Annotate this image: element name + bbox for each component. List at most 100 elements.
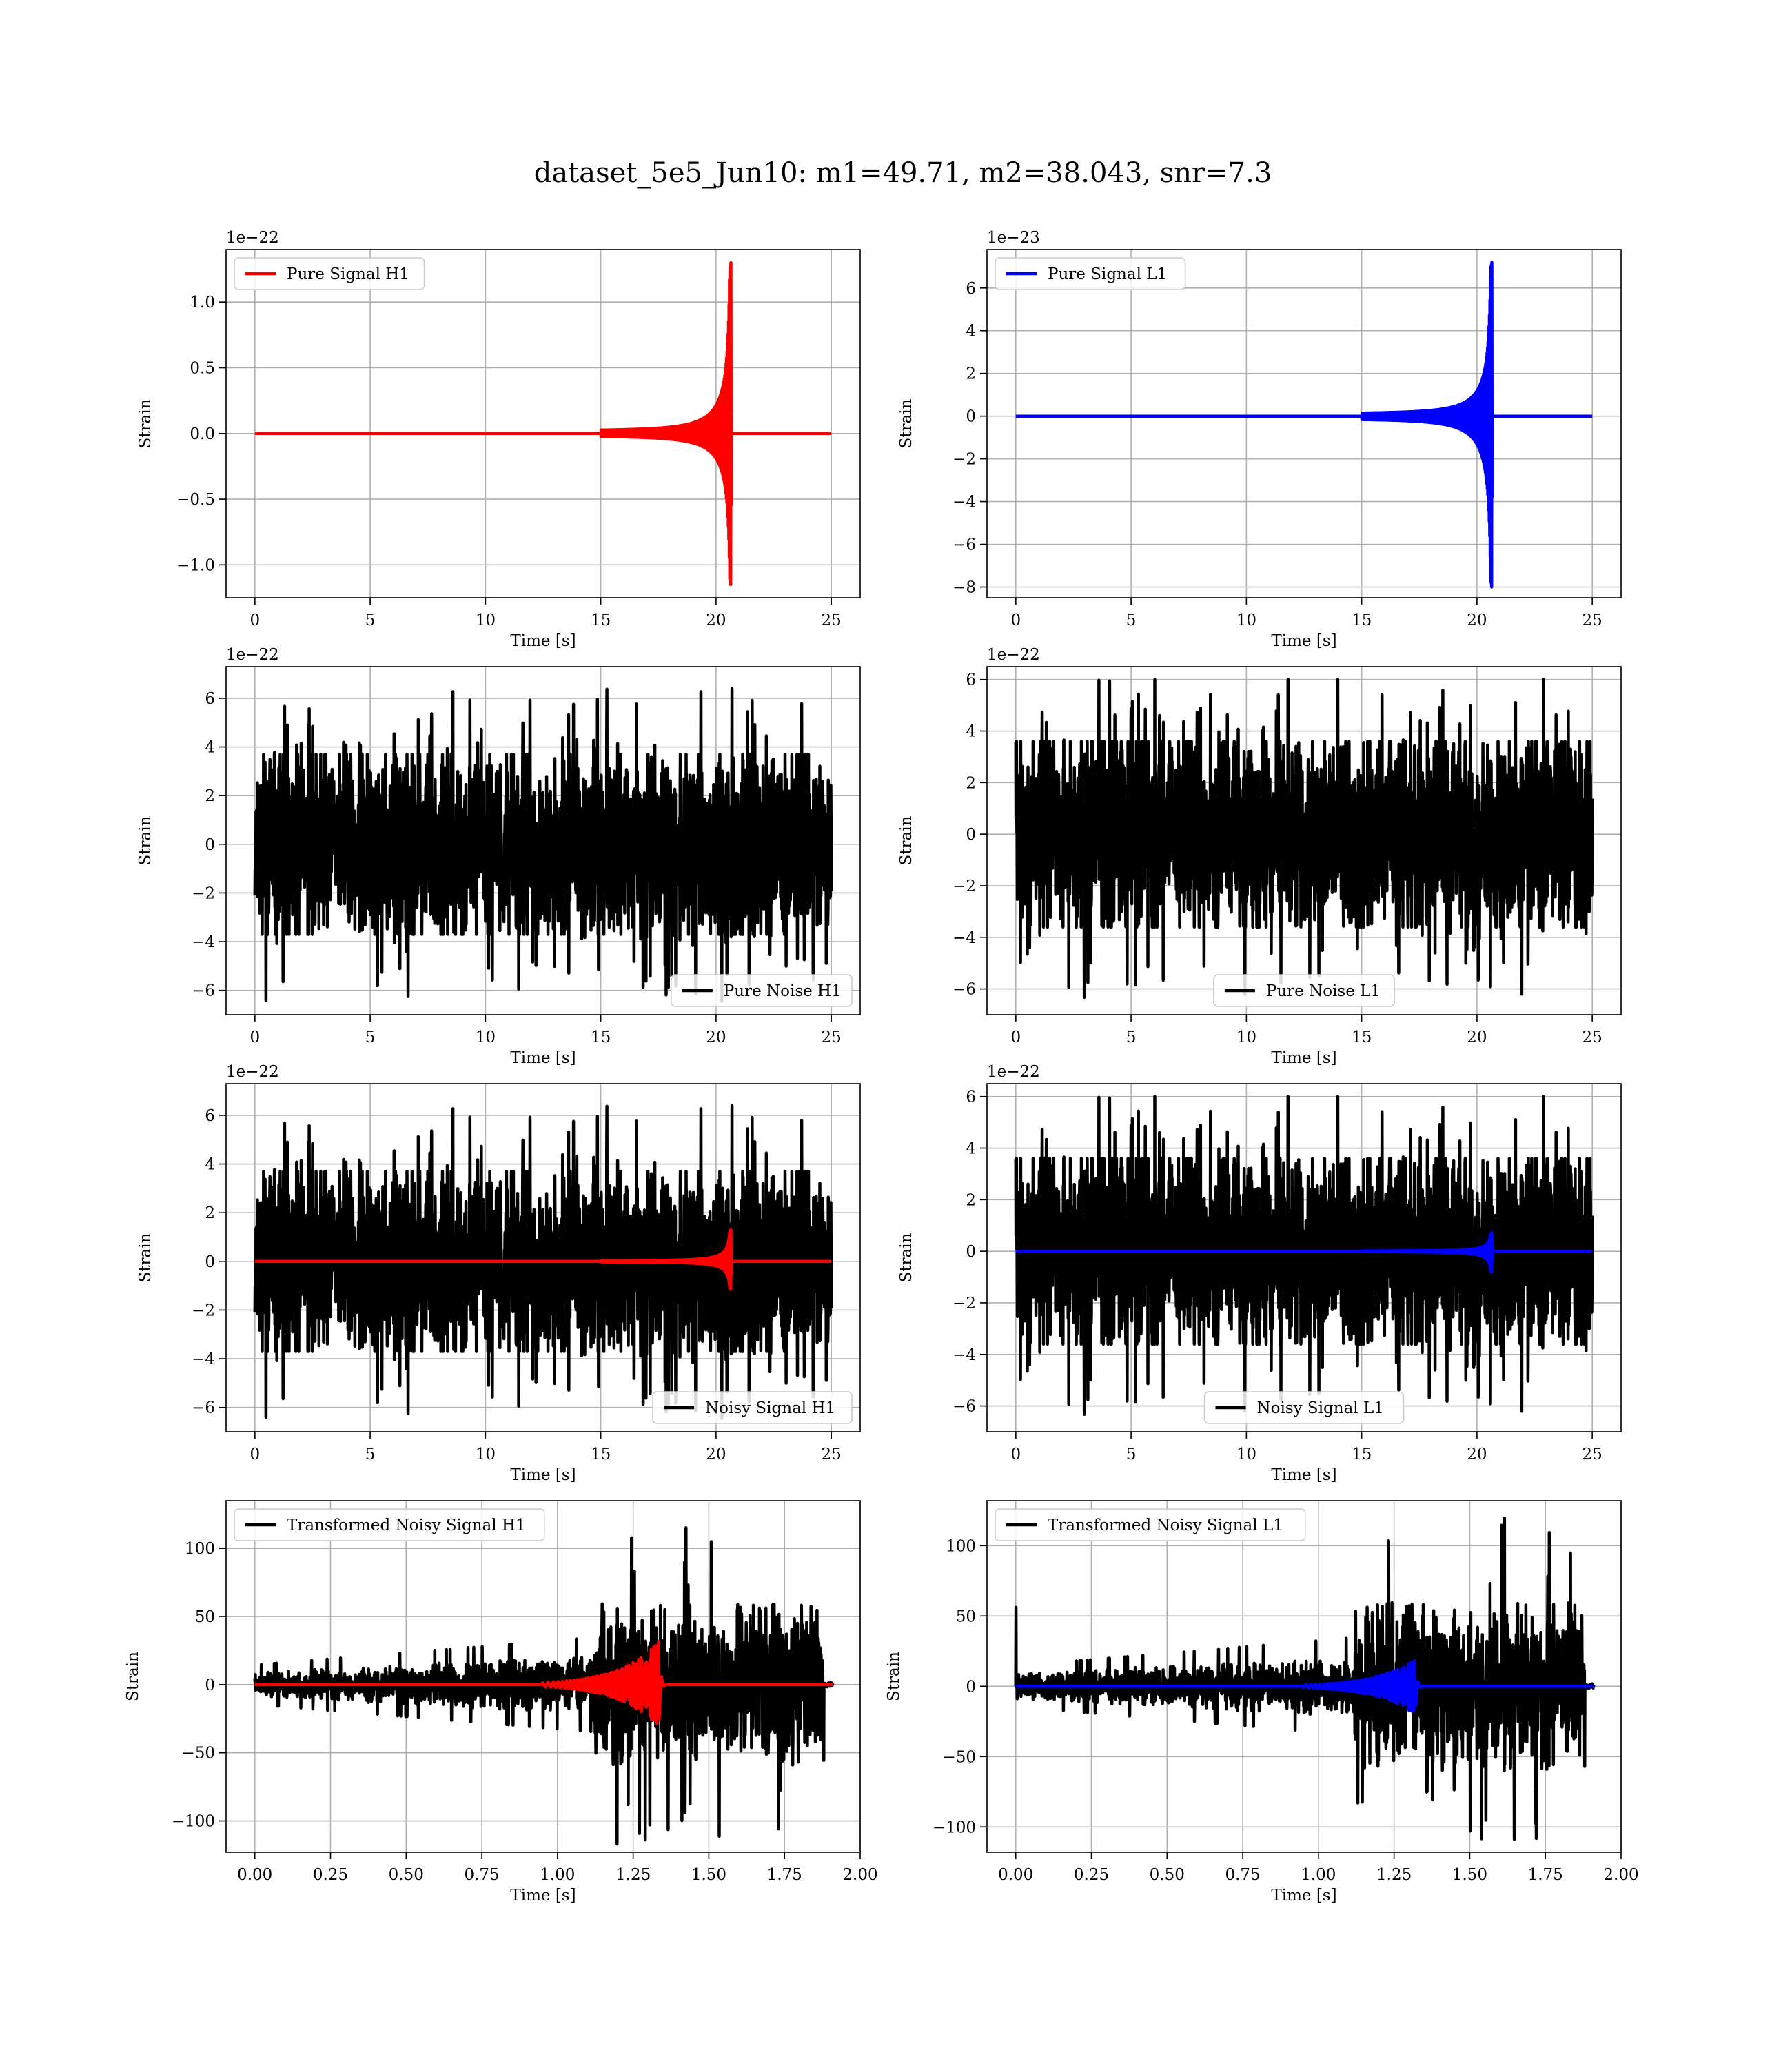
chart-noisy-signal-h1: 0 5 10 15 20 25 −6 −4 −2 0 2 4 6 Time [s] Strain 1e−22 N… xyxy=(136,1063,861,1484)
y-tick-label: 100 xyxy=(946,1537,976,1555)
legend: Pure Noise L1 xyxy=(1213,974,1395,1007)
legend: Transformed Noisy Signal H1 xyxy=(234,1508,545,1541)
y-tick-label: 0 xyxy=(966,1243,976,1261)
x-tick-label: 25 xyxy=(822,1446,842,1463)
y-tick-label: 100 xyxy=(185,1540,215,1558)
x-tick-label: 20 xyxy=(1467,611,1487,629)
legend: Pure Signal H1 xyxy=(234,257,425,290)
x-tick-label: 25 xyxy=(1582,1028,1602,1046)
series-line-overlay-1 xyxy=(1014,1230,1594,1274)
y-axis-label: Strain xyxy=(136,1233,154,1282)
axes-frame xyxy=(225,249,861,598)
y-tick-label: −4 xyxy=(192,933,215,951)
y-tick-label: 6 xyxy=(966,1088,976,1106)
legend-label: Pure Signal L1 xyxy=(1048,265,1167,283)
x-tick-label: 20 xyxy=(1467,1028,1487,1046)
chart-transformed-noisy-signal-l1: 0.00 0.25 0.50 0.75 1.00 1.25 1.50 1.75 2.00 −100… xyxy=(885,1500,1639,1905)
x-tick-label: 0.50 xyxy=(1150,1866,1185,1884)
chart-transformed-noisy-signal-h1: 0.00 0.25 0.50 0.75 1.00 1.25 1.50 1.75 2.00 −100… xyxy=(124,1500,878,1905)
plot-area xyxy=(1014,1095,1594,1417)
legend-box xyxy=(995,257,1186,290)
chart-pure-signal-l1: 0 5 10 15 20 25 −8 −6 −4 −2 0 2 4 6 Time [s] Strain 1e−2… xyxy=(897,229,1622,650)
legend-box xyxy=(234,1508,545,1541)
series-line-overlay-1 xyxy=(253,1640,835,1725)
legend-label: Pure Noise L1 xyxy=(1266,982,1381,1000)
y-axis-label: Strain xyxy=(897,815,915,865)
x-tick-label: 15 xyxy=(591,1446,611,1463)
y-tick-label: 4 xyxy=(966,323,976,341)
y-tick-label: 0.0 xyxy=(190,425,215,443)
y-tick-label: 2 xyxy=(966,1191,976,1209)
x-tick-label: 0.50 xyxy=(389,1866,424,1884)
x-tick-label: 0.25 xyxy=(1074,1866,1109,1884)
y-axis-label: Strain xyxy=(136,815,154,865)
x-axis-label: Time [s] xyxy=(510,1466,576,1484)
axes-frame xyxy=(225,666,861,1015)
y-tick-label: −50 xyxy=(942,1748,976,1766)
axis-offset-text: 1e−22 xyxy=(226,646,279,664)
y-tick-label: −50 xyxy=(181,1745,215,1763)
x-tick-label: 0.75 xyxy=(464,1866,499,1884)
legend: Pure Signal L1 xyxy=(995,257,1186,290)
series-line-pure-signal-h1 xyxy=(253,261,833,587)
x-tick-label: 5 xyxy=(1126,1028,1137,1046)
axes-frame xyxy=(986,249,1622,598)
legend-label: Transformed Noisy Signal L1 xyxy=(1048,1517,1283,1534)
x-tick-label: 2.00 xyxy=(1603,1866,1638,1884)
x-axis-label: Time [s] xyxy=(1271,1466,1336,1484)
x-tick-label: 1.00 xyxy=(540,1866,575,1884)
y-tick-label: 2 xyxy=(205,1204,215,1222)
y-tick-label: 4 xyxy=(966,1140,976,1158)
x-tick-label: 0 xyxy=(250,1028,260,1046)
legend-box xyxy=(234,257,425,290)
y-tick-label: 0 xyxy=(205,1253,215,1271)
plot-area xyxy=(1014,1516,1596,1841)
plot-area xyxy=(253,687,833,1003)
legend-label: Transformed Noisy Signal H1 xyxy=(287,1517,526,1534)
y-tick-label: 0.5 xyxy=(190,360,215,378)
x-tick-label: 25 xyxy=(1582,1446,1602,1463)
y-tick-label: −2 xyxy=(192,884,215,902)
x-tick-label: 0.25 xyxy=(313,1866,348,1884)
x-tick-label: 1.75 xyxy=(767,1866,802,1884)
y-tick-label: 1.0 xyxy=(190,294,215,312)
y-tick-label: 4 xyxy=(205,1156,215,1174)
plot-area xyxy=(253,1104,833,1420)
y-tick-label: −6 xyxy=(953,1398,976,1416)
x-tick-label: 15 xyxy=(591,1028,611,1046)
x-tick-label: 1.50 xyxy=(691,1866,726,1884)
x-tick-label: 0 xyxy=(1010,1446,1021,1463)
legend: Transformed Noisy Signal L1 xyxy=(995,1508,1306,1541)
axes-frame xyxy=(225,1083,861,1432)
x-tick-label: 5 xyxy=(1126,1446,1137,1463)
x-tick-label: 5 xyxy=(365,611,376,629)
y-tick-label: −8 xyxy=(953,579,976,597)
legend-label: Noisy Signal L1 xyxy=(1257,1399,1384,1417)
axis-offset-text: 1e−22 xyxy=(226,229,279,247)
x-tick-label: 10 xyxy=(1236,611,1256,629)
x-axis-label: Time [s] xyxy=(1271,1049,1336,1067)
x-tick-label: 1.00 xyxy=(1301,1866,1336,1884)
axes-frame xyxy=(986,666,1622,1015)
y-tick-label: 0 xyxy=(205,1676,215,1694)
y-tick-label: −100 xyxy=(933,1818,976,1836)
legend-label: Pure Signal H1 xyxy=(287,265,409,283)
series-line-overlay-1 xyxy=(1014,1659,1596,1713)
x-tick-label: 1.25 xyxy=(1376,1866,1412,1884)
legend-label: Noisy Signal H1 xyxy=(705,1399,835,1417)
y-tick-label: −6 xyxy=(953,536,976,554)
x-tick-label: 15 xyxy=(1352,1446,1372,1463)
y-tick-label: 6 xyxy=(205,690,215,708)
y-tick-label: −4 xyxy=(192,1350,215,1368)
y-tick-label: −0.5 xyxy=(176,491,215,509)
x-axis-label: Time [s] xyxy=(510,1887,576,1905)
y-axis-label: Strain xyxy=(885,1652,903,1701)
legend-box xyxy=(652,1391,853,1424)
axis-offset-text: 1e−22 xyxy=(987,1063,1040,1081)
series-line-transformed-noisy-signal-l1 xyxy=(1014,1516,1596,1841)
axes-frame xyxy=(225,1500,861,1853)
x-axis-label: Time [s] xyxy=(510,632,576,650)
y-tick-label: −2 xyxy=(192,1301,215,1319)
y-tick-label: −2 xyxy=(953,1295,976,1312)
